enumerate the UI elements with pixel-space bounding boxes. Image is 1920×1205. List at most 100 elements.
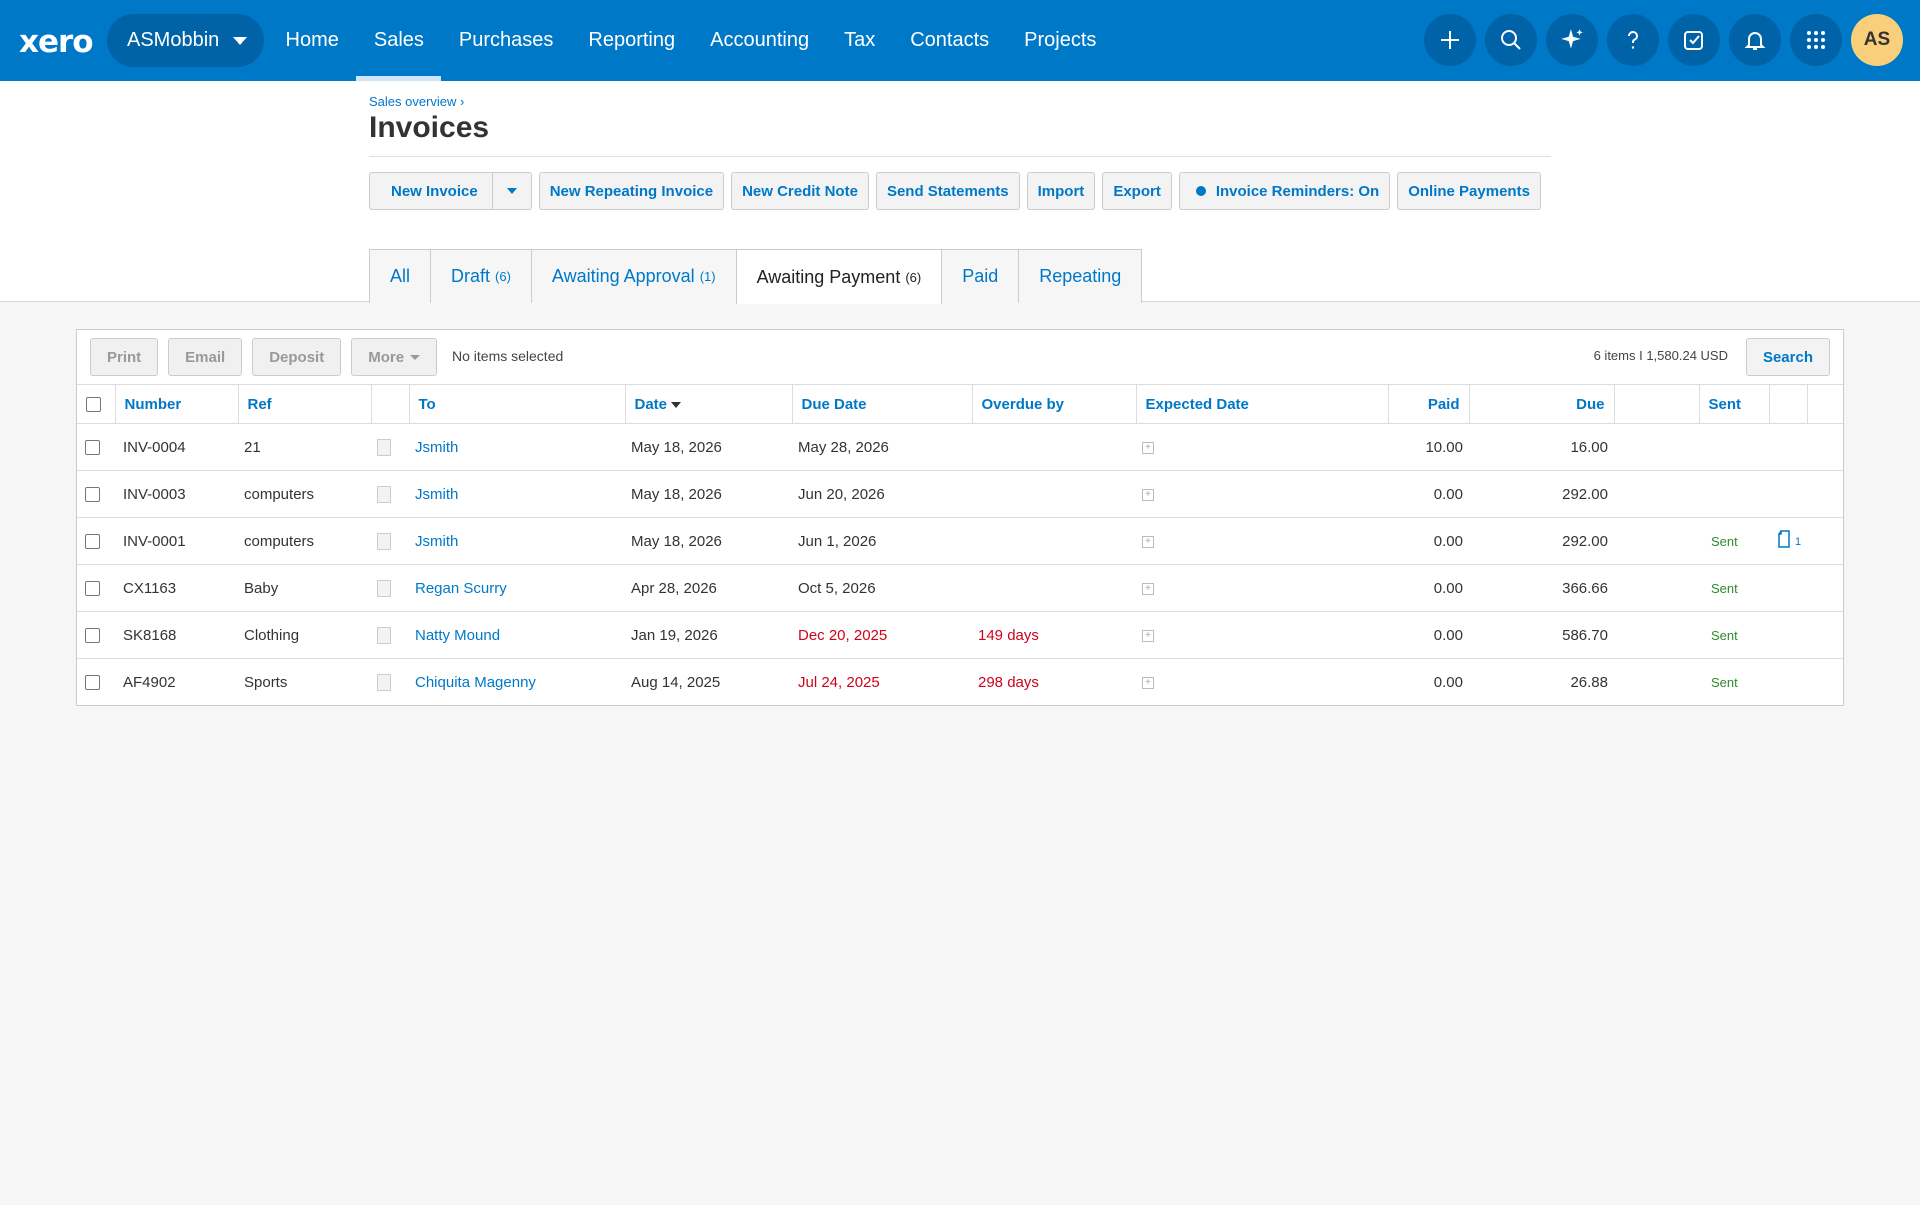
- tab-awaiting-payment[interactable]: Awaiting Payment (6): [735, 249, 943, 304]
- row-select-cell: [77, 611, 115, 659]
- row-checkbox[interactable]: [85, 581, 100, 597]
- nav-home[interactable]: Home: [285, 29, 339, 51]
- document-icon[interactable]: [377, 579, 391, 597]
- breadcrumb[interactable]: Sales overview ›: [369, 94, 465, 109]
- invoice-list-panel: Print Email Deposit More No items select…: [76, 329, 1844, 706]
- invoice-overdue: [972, 470, 1136, 518]
- tab-all[interactable]: All: [369, 249, 432, 303]
- invoice-number[interactable]: INV-0003: [115, 470, 238, 518]
- invoice-contact[interactable]: Chiquita Magenny: [415, 673, 536, 691]
- add-expected-date-icon[interactable]: +: [1142, 488, 1154, 501]
- table-row[interactable]: AF4902 Sports Chiquita Magenny Aug 14, 2025…: [77, 659, 1843, 706]
- add-expected-date-icon[interactable]: +: [1142, 629, 1154, 642]
- col-sent[interactable]: Sent: [1698, 384, 1769, 424]
- divider: [369, 156, 1551, 157]
- invoice-number[interactable]: INV-0001: [115, 517, 238, 565]
- nav-projects[interactable]: Projects: [1024, 29, 1097, 51]
- col-paid[interactable]: Paid: [1387, 384, 1469, 424]
- document-icon[interactable]: [377, 438, 391, 456]
- row-select-cell: [77, 659, 115, 706]
- sparkle-icon[interactable]: [1546, 14, 1598, 66]
- email-button[interactable]: Email: [168, 338, 243, 376]
- expected-date-cell: +: [1136, 611, 1388, 659]
- invoice-number[interactable]: INV-0004: [115, 423, 238, 471]
- nav-sales[interactable]: Sales: [356, 0, 442, 81]
- add-expected-date-icon[interactable]: +: [1142, 676, 1154, 689]
- import-button[interactable]: Import: [1026, 172, 1096, 210]
- search-icon[interactable]: [1485, 14, 1537, 66]
- invoice-contact[interactable]: Jsmith: [409, 470, 625, 518]
- avatar[interactable]: AS: [1851, 14, 1903, 66]
- col-date[interactable]: Date: [624, 384, 792, 424]
- col-due[interactable]: Due: [1468, 384, 1614, 424]
- document-icon[interactable]: [377, 674, 391, 692]
- table-row[interactable]: SK8168 Clothing Natty Mound Jan 19, 2026 Dec…: [77, 611, 1843, 659]
- document-icon[interactable]: [377, 485, 391, 503]
- col-ref[interactable]: Ref: [237, 384, 371, 424]
- table-row[interactable]: CX1163 Baby Regan Scurry Apr 28, 2026 Oct 5,…: [77, 564, 1843, 612]
- new-repeating-invoice-button[interactable]: New Repeating Invoice: [538, 172, 725, 210]
- tasks-icon[interactable]: [1668, 14, 1720, 66]
- add-expected-date-icon[interactable]: +: [1142, 441, 1154, 454]
- add-expected-date-icon[interactable]: +: [1142, 535, 1154, 548]
- col-overdue[interactable]: Overdue by: [971, 384, 1136, 424]
- table-row[interactable]: INV-0001 computers Jsmith May 18, 2026 Jun 1…: [77, 517, 1843, 565]
- row-checkbox[interactable]: [85, 440, 100, 456]
- print-button[interactable]: Print: [90, 338, 159, 376]
- row-checkbox[interactable]: [85, 675, 100, 691]
- tab-paid[interactable]: Paid: [941, 249, 1020, 303]
- invoice-reminders-label: Invoice Reminders: On: [1215, 182, 1380, 200]
- file-attachment-icon[interactable]: [1777, 530, 1793, 552]
- export-button[interactable]: Export: [1102, 172, 1172, 210]
- table-row[interactable]: INV-0004 21 Jsmith May 18, 2026 May 28, 2026…: [77, 423, 1843, 471]
- invoice-number[interactable]: AF4902: [123, 673, 176, 691]
- send-statements-button[interactable]: Send Statements: [875, 172, 1020, 210]
- new-invoice-button[interactable]: New Invoice: [370, 173, 493, 209]
- tab-label: All: [390, 266, 411, 286]
- invoice-contact[interactable]: Jsmith: [409, 517, 625, 565]
- col-number[interactable]: Number: [114, 384, 238, 424]
- online-payments-button[interactable]: Online Payments: [1397, 172, 1541, 210]
- end-cell: [1807, 659, 1843, 706]
- document-icon[interactable]: [377, 626, 391, 644]
- row-checkbox[interactable]: [85, 628, 100, 644]
- document-icon[interactable]: [377, 532, 391, 550]
- plus-icon[interactable]: [1424, 14, 1476, 66]
- select-all-checkbox[interactable]: [86, 397, 101, 413]
- nav-purchases[interactable]: Purchases: [458, 29, 554, 51]
- add-expected-date-icon[interactable]: +: [1142, 582, 1154, 595]
- invoice-sent-status: Sent: [1699, 564, 1769, 612]
- bell-icon[interactable]: [1729, 14, 1781, 66]
- table-row[interactable]: INV-0003 computers Jsmith May 18, 2026 Jun 2…: [77, 470, 1843, 518]
- help-icon[interactable]: [1607, 14, 1659, 66]
- nav-tax[interactable]: Tax: [844, 29, 876, 51]
- nav-contacts[interactable]: Contacts: [910, 29, 990, 51]
- org-switcher[interactable]: ASMobbin: [107, 14, 264, 67]
- tab-draft[interactable]: Draft (6): [430, 249, 532, 303]
- invoice-due-date: May 28, 2026: [792, 423, 972, 471]
- invoice-number[interactable]: CX1163: [115, 564, 238, 612]
- xero-logo[interactable]: xero: [19, 24, 94, 60]
- more-button[interactable]: More: [351, 338, 438, 376]
- col-expected-date[interactable]: Expected Date: [1135, 384, 1388, 424]
- invoice-overdue: 298 days: [978, 673, 1039, 691]
- col-to[interactable]: To: [408, 384, 625, 424]
- deposit-button[interactable]: Deposit: [252, 338, 342, 376]
- search-button[interactable]: Search: [1745, 338, 1830, 376]
- invoice-contact[interactable]: Jsmith: [409, 423, 625, 471]
- invoice-date: Apr 28, 2026: [625, 564, 792, 612]
- new-credit-note-button[interactable]: New Credit Note: [731, 172, 869, 210]
- new-invoice-dropdown[interactable]: [493, 188, 531, 194]
- nav-accounting[interactable]: Accounting: [710, 29, 810, 51]
- row-checkbox[interactable]: [85, 534, 100, 550]
- nav-reporting[interactable]: Reporting: [588, 29, 676, 51]
- invoice-number[interactable]: SK8168: [115, 611, 238, 659]
- col-due-date[interactable]: Due Date: [791, 384, 972, 424]
- invoice-contact[interactable]: Natty Mound: [409, 611, 625, 659]
- apps-grid-icon[interactable]: [1790, 14, 1842, 66]
- invoice-reminders-button[interactable]: Invoice Reminders: On: [1178, 172, 1391, 210]
- tab-repeating[interactable]: Repeating: [1018, 249, 1143, 303]
- tab-awaiting-approval[interactable]: Awaiting Approval (1): [530, 249, 737, 303]
- invoice-contact[interactable]: Regan Scurry: [409, 564, 625, 612]
- row-checkbox[interactable]: [85, 487, 100, 503]
